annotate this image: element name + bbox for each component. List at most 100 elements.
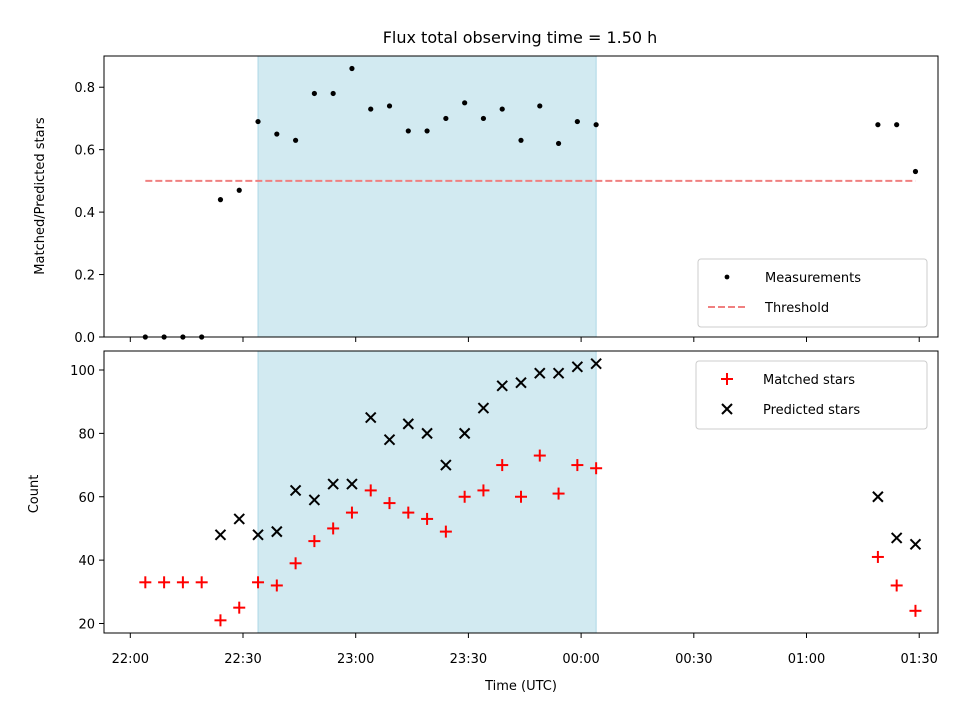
matched-star-point bbox=[871, 550, 884, 563]
predicted-star-point bbox=[571, 361, 584, 373]
bottom-y-tick-label: 100 bbox=[70, 364, 95, 379]
bottom-legend: Matched stars Predicted stars bbox=[695, 360, 928, 430]
top-y-axis-label: Matched/Predicted stars bbox=[33, 117, 48, 275]
predicted-star-point bbox=[421, 427, 433, 440]
matched-star-point bbox=[571, 459, 584, 472]
matched-star-point bbox=[890, 579, 903, 592]
measurement-point bbox=[875, 122, 881, 128]
legend-threshold-label: Threshold bbox=[764, 301, 829, 316]
x-tick-label: 01:30 bbox=[900, 652, 937, 667]
top-shaded-region bbox=[257, 55, 597, 338]
measurement-point bbox=[217, 197, 224, 203]
measurement-point bbox=[255, 118, 261, 125]
measurement-point bbox=[274, 131, 280, 137]
predicted-star-point bbox=[496, 380, 508, 392]
x-tick-label: 22:30 bbox=[224, 652, 261, 667]
legend-measurements-label: Measurements bbox=[765, 271, 861, 286]
predicted-star-point bbox=[233, 513, 245, 525]
measurement-point bbox=[236, 187, 242, 193]
measurement-point bbox=[292, 137, 299, 143]
top-y-tick-label: 0.8 bbox=[74, 81, 95, 96]
predicted-star-point bbox=[365, 411, 377, 424]
x-tick-label: 23:00 bbox=[337, 652, 374, 667]
bottom-shaded-region bbox=[257, 350, 597, 634]
top-legend-box bbox=[697, 258, 928, 328]
matched-star-point bbox=[590, 462, 603, 475]
matched-star-point bbox=[233, 601, 246, 614]
predicted-star-point bbox=[383, 434, 396, 446]
measurement-point bbox=[405, 128, 411, 134]
bottom-y-tick-label: 40 bbox=[78, 554, 95, 569]
matched-star-point bbox=[176, 576, 189, 589]
matched-star-point bbox=[402, 506, 415, 519]
x-tick-label: 01:00 bbox=[788, 652, 825, 667]
top-panel: 0.00.20.40.60.8 Matched/Predicted stars … bbox=[33, 55, 939, 346]
measurement-point bbox=[574, 118, 580, 125]
matched-star-point bbox=[458, 490, 471, 503]
figure-title: Flux total observing time = 1.50 h bbox=[383, 28, 658, 47]
top-axes-frame bbox=[103, 55, 939, 338]
predicted-star-point bbox=[346, 478, 358, 490]
bottom-y-tick-label: 60 bbox=[78, 491, 95, 506]
predicted-star-point bbox=[534, 367, 546, 379]
measurement-point bbox=[555, 140, 562, 147]
matched-star-point bbox=[270, 579, 283, 592]
legend-matched-label: Matched stars bbox=[763, 373, 855, 388]
matched-star-point bbox=[533, 449, 546, 462]
measurement-point bbox=[368, 106, 374, 112]
predicted-star-point bbox=[909, 538, 922, 550]
measurement-point bbox=[330, 90, 336, 97]
predicted-star-point bbox=[872, 491, 884, 503]
top-y-tick-label: 0.0 bbox=[74, 331, 95, 346]
predicted-star-point bbox=[552, 367, 565, 379]
predicted-star-point bbox=[515, 376, 527, 389]
matched-star-point bbox=[364, 484, 377, 497]
bottom-panel: 20 40 60 80 100 22:00 22:30 23:00 23:30 00:00 00:… bbox=[27, 350, 939, 694]
bottom-legend-box bbox=[695, 360, 928, 430]
x-axis-label: Time (UTC) bbox=[484, 679, 557, 694]
bottom-y-tick-label: 20 bbox=[78, 617, 95, 632]
top-legend: Measurements Threshold bbox=[697, 258, 928, 328]
measurement-point bbox=[499, 106, 505, 112]
matched-star-point bbox=[139, 576, 152, 589]
predicted-star-point bbox=[402, 418, 415, 430]
measurement-point bbox=[894, 122, 900, 128]
predicted-star-point bbox=[289, 484, 302, 497]
bottom-y-tick-label: 80 bbox=[78, 427, 95, 442]
top-y-tick-label: 0.6 bbox=[74, 144, 95, 159]
top-y-tick-label: 0.4 bbox=[74, 206, 95, 221]
predicted-star-point bbox=[458, 427, 471, 440]
predicted-star-point bbox=[308, 494, 321, 506]
predicted-star-point bbox=[440, 459, 452, 471]
matched-star-point bbox=[383, 497, 396, 510]
measurement-point bbox=[311, 90, 317, 97]
matched-star-point bbox=[195, 576, 208, 589]
predicted-star-point bbox=[252, 529, 264, 541]
legend-predicted-marker bbox=[721, 403, 733, 415]
matched-star-point bbox=[909, 604, 922, 617]
predicted-star-point bbox=[327, 478, 339, 490]
matched-star-point bbox=[345, 506, 358, 519]
matched-star-point bbox=[308, 535, 321, 548]
matched-star-point bbox=[214, 614, 227, 627]
legend-matched-marker bbox=[721, 373, 733, 385]
x-tick-label: 23:30 bbox=[450, 652, 487, 667]
measurement-point bbox=[349, 65, 355, 72]
matched-star-point bbox=[477, 484, 490, 497]
measurement-point bbox=[912, 168, 919, 175]
measurement-point bbox=[443, 115, 449, 122]
matched-star-point bbox=[496, 459, 509, 472]
matched-star-point bbox=[515, 490, 527, 503]
bottom-axes-frame bbox=[103, 350, 939, 634]
x-tick-label: 00:00 bbox=[562, 652, 599, 667]
measurement-point bbox=[386, 103, 393, 109]
matched-star-point bbox=[327, 522, 340, 535]
matched-star-point bbox=[289, 557, 302, 570]
measurement-point bbox=[462, 100, 468, 106]
measurement-point bbox=[593, 122, 599, 128]
legend-predicted-label: Predicted stars bbox=[763, 403, 860, 418]
matched-star-point bbox=[439, 525, 452, 538]
matched-star-point bbox=[252, 576, 265, 589]
legend-measurements-marker bbox=[724, 274, 730, 280]
